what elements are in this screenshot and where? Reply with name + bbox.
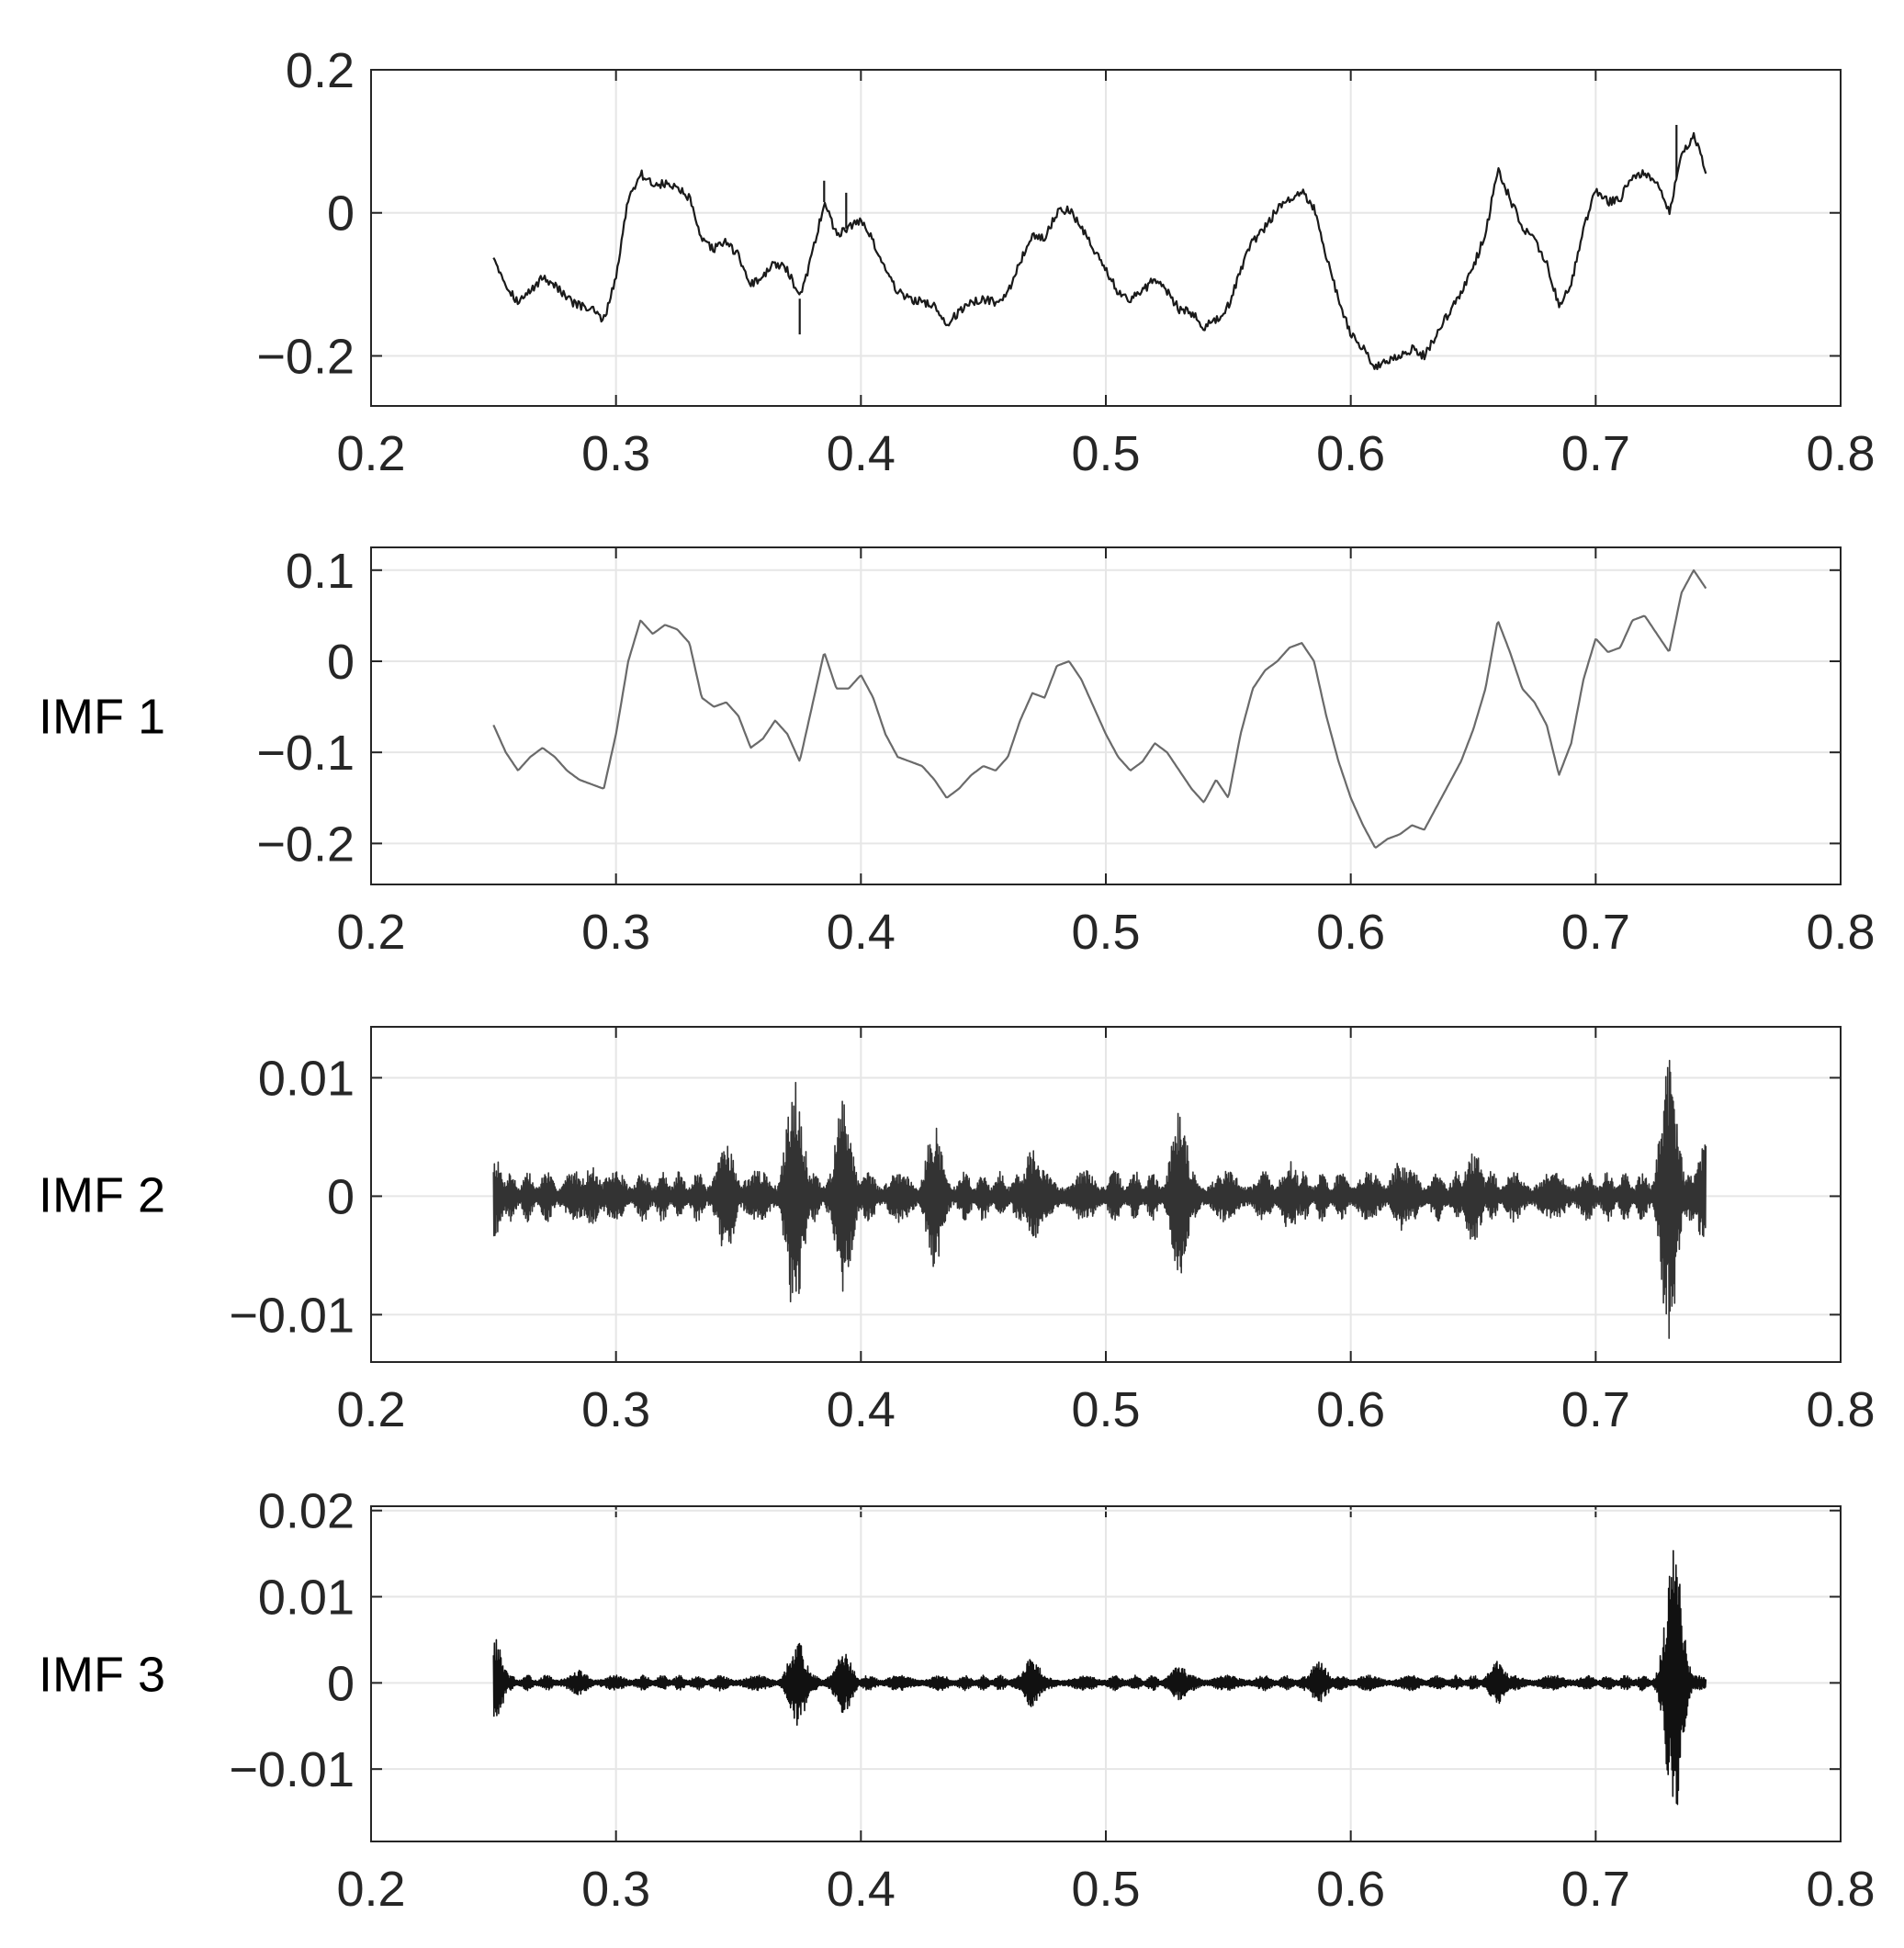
y-tick-label: 0.01 bbox=[258, 1051, 355, 1106]
x-tick-label: 0.8 bbox=[1806, 905, 1875, 960]
y-tick-label: 0.1 bbox=[286, 544, 355, 599]
y-tick-label: 0 bbox=[327, 1656, 355, 1711]
x-tick-label: 0.2 bbox=[336, 905, 405, 960]
x-tick-label: 0.5 bbox=[1071, 1382, 1140, 1437]
x-tick-label: 0.7 bbox=[1561, 426, 1630, 481]
x-tick-label: 0.2 bbox=[336, 1382, 405, 1437]
y-tick-label: 0.01 bbox=[258, 1571, 355, 1626]
x-tick-label: 0.3 bbox=[581, 1382, 650, 1437]
x-tick-label: 0.7 bbox=[1561, 905, 1630, 960]
axes-frame bbox=[370, 546, 1842, 885]
y-tick-label: −0.2 bbox=[256, 329, 355, 384]
y-tick-label: −0.01 bbox=[229, 1288, 355, 1343]
y-tick-label: −0.01 bbox=[229, 1742, 355, 1797]
x-tick-label: 0.4 bbox=[827, 426, 896, 481]
series-line bbox=[492, 1549, 1707, 1806]
series-line bbox=[492, 569, 1707, 849]
y-axis-label: IMF 2 bbox=[39, 1168, 165, 1223]
x-tick-label: 0.5 bbox=[1071, 905, 1140, 960]
x-tick-label: 0.5 bbox=[1071, 426, 1140, 481]
x-tick-label: 0.6 bbox=[1316, 1862, 1385, 1917]
x-tick-label: 0.4 bbox=[827, 1862, 896, 1917]
x-tick-label: 0.3 bbox=[581, 426, 650, 481]
y-tick-label: 0 bbox=[327, 635, 355, 690]
axes-frame bbox=[370, 1505, 1842, 1842]
x-tick-label: 0.3 bbox=[581, 1862, 650, 1917]
x-tick-label: 0.4 bbox=[827, 1382, 896, 1437]
series-line bbox=[492, 125, 1707, 370]
y-tick-label: 0 bbox=[327, 186, 355, 242]
x-tick-label: 0.2 bbox=[336, 426, 405, 481]
panel-4: 0.2 0.3 0.4 0.5 0.6 0.7 0.8 0.02 0.01 0 −0.01 IMF 3 bbox=[39, 1484, 1876, 1917]
x-tick-label: 0.4 bbox=[827, 905, 896, 960]
series-line bbox=[492, 1059, 1707, 1339]
y-tick-label: 0.2 bbox=[286, 43, 355, 98]
x-tick-label: 0.6 bbox=[1316, 1382, 1385, 1437]
panel-1: 0.2 0.3 0.4 0.5 0.6 0.7 0.8 0.2 0 −0.2 bbox=[256, 43, 1875, 481]
x-tick-label: 0.8 bbox=[1806, 1862, 1875, 1917]
y-tick-label: 0.02 bbox=[258, 1484, 355, 1539]
x-tick-label: 0.8 bbox=[1806, 1382, 1875, 1437]
x-tick-label: 0.7 bbox=[1561, 1862, 1630, 1917]
x-tick-label: 0.3 bbox=[581, 905, 650, 960]
x-tick-label: 0.8 bbox=[1806, 426, 1875, 481]
y-axis-label: IMF 1 bbox=[39, 690, 165, 745]
x-tick-label: 0.6 bbox=[1316, 426, 1385, 481]
axes-frame bbox=[370, 1026, 1842, 1363]
panel-2: 0.2 0.3 0.4 0.5 0.6 0.7 0.8 0.1 0 −0.1 −0.2 IMF 1 bbox=[39, 544, 1876, 960]
x-tick-label: 0.6 bbox=[1316, 905, 1385, 960]
y-axis-label: IMF 3 bbox=[39, 1648, 165, 1703]
x-tick-label: 0.7 bbox=[1561, 1382, 1630, 1437]
x-tick-label: 0.5 bbox=[1071, 1862, 1140, 1917]
panel-3: 0.2 0.3 0.4 0.5 0.6 0.7 0.8 0.01 0 −0.01 IMF 2 bbox=[39, 1026, 1876, 1437]
y-tick-label: −0.1 bbox=[256, 726, 355, 781]
x-tick-label: 0.2 bbox=[336, 1862, 405, 1917]
y-tick-label: 0 bbox=[327, 1169, 355, 1224]
axes-frame bbox=[370, 69, 1842, 407]
y-tick-label: −0.2 bbox=[256, 816, 355, 872]
